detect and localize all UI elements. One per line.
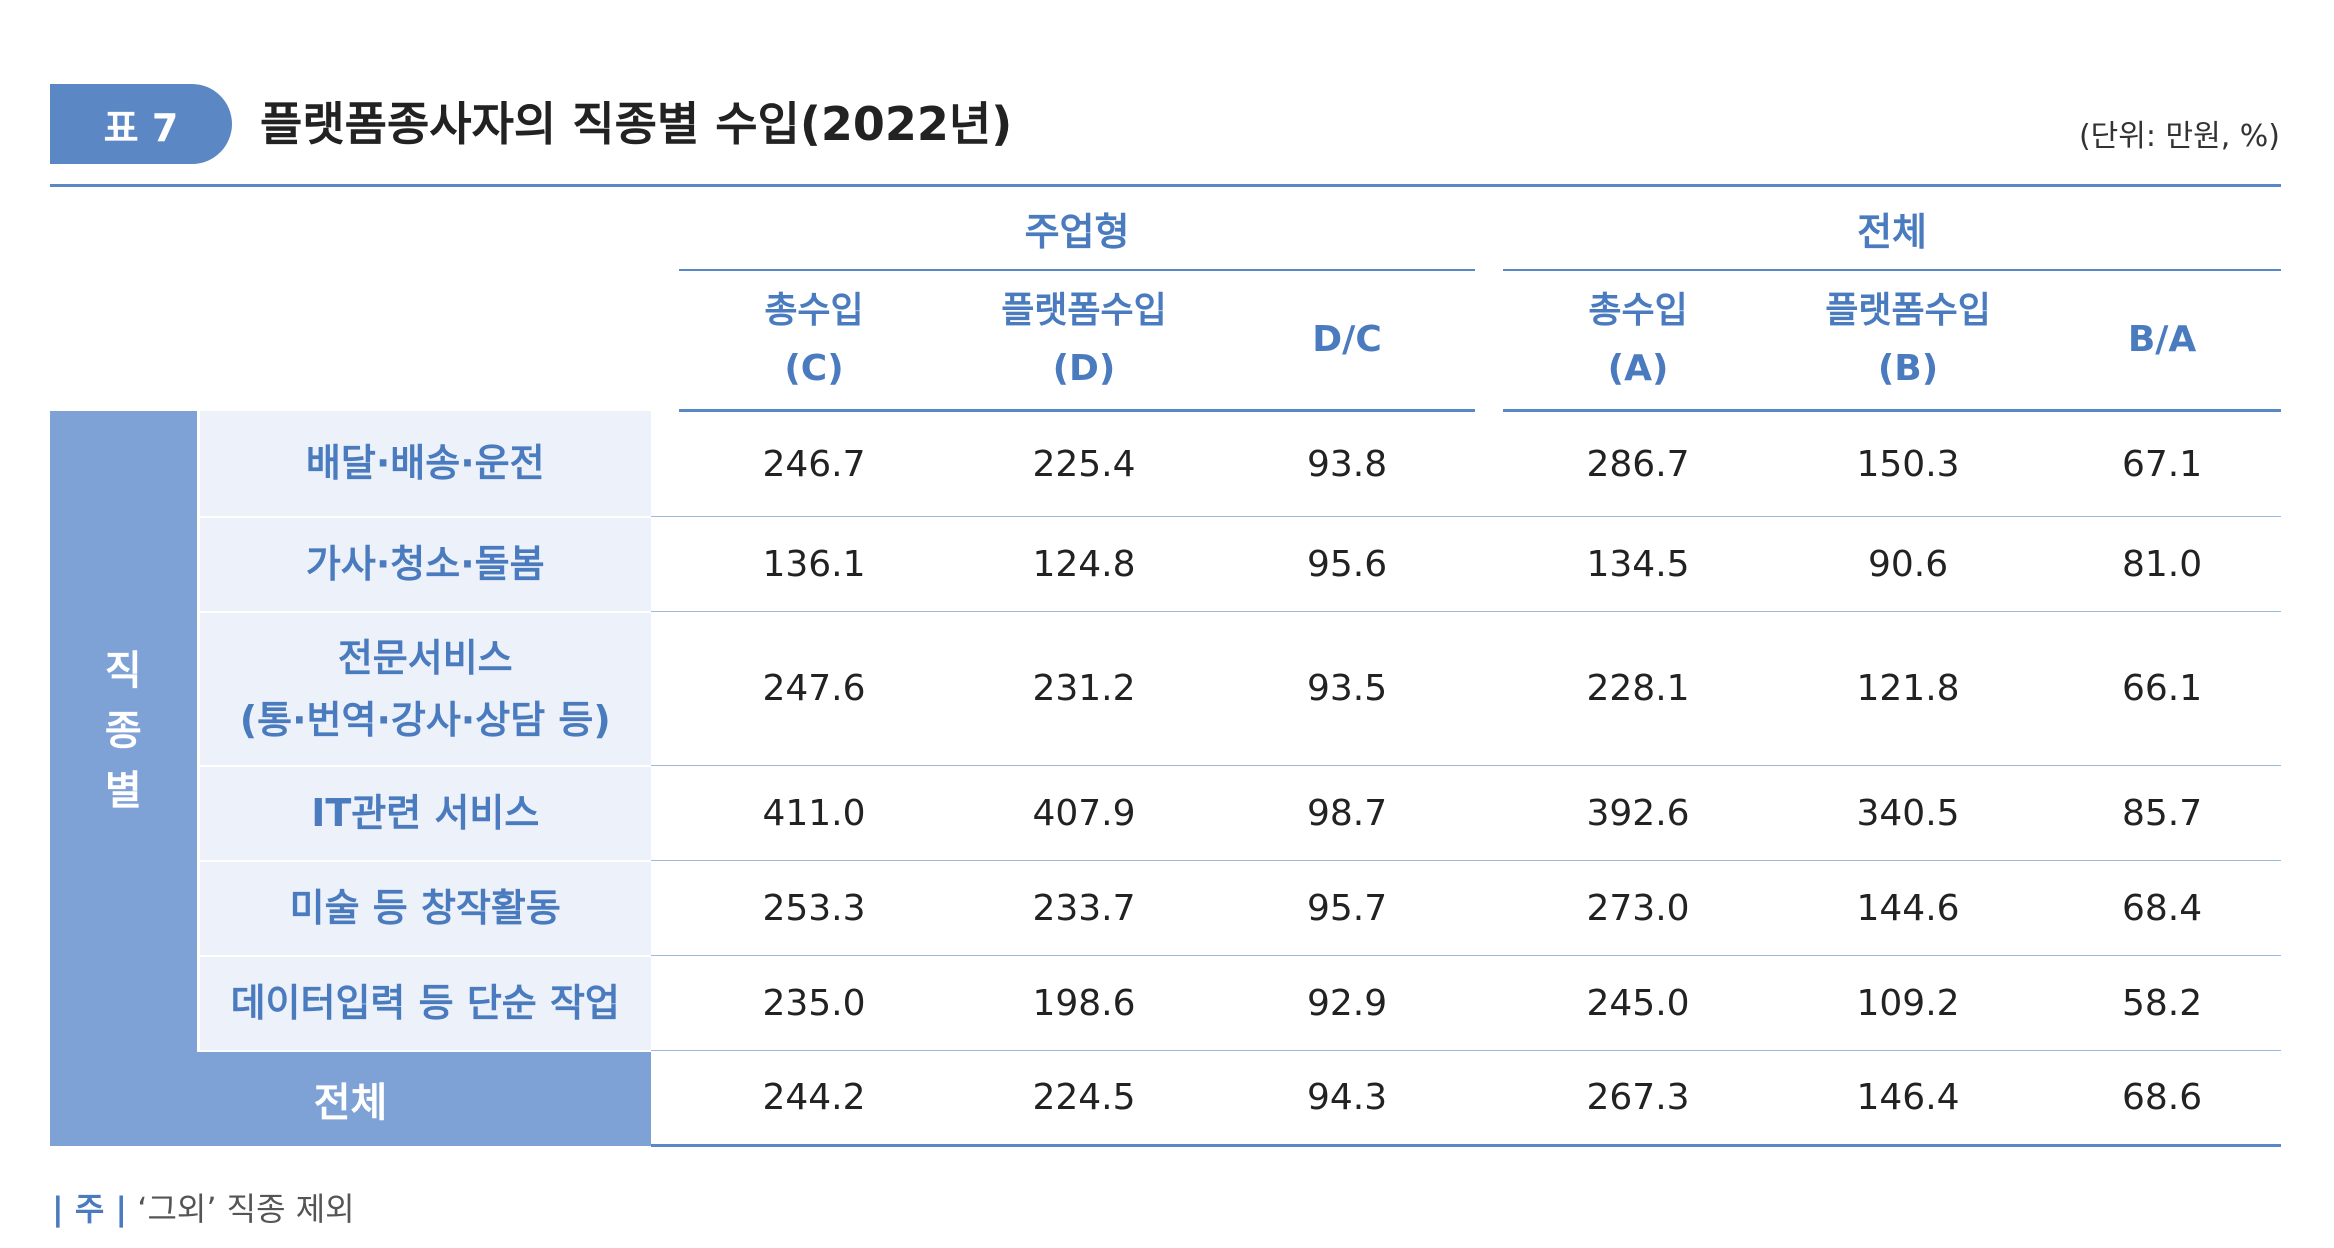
income-table: 주업형 전체 총수입 (C) 플랫폼수입 (D) D/C 총수입 (A) 플랫폼수입(… [50,184,2282,1147]
column-header: 총수입 (C) [679,270,949,412]
table-cell: 228.1 [1503,611,1774,766]
column-header: 플랫폼수입 (D) [949,270,1219,412]
table-cell: 407.9 [949,765,1219,861]
table-caption: 표 7 플랫폼종사자의 직종별 수입(2022년) (단위: 만원, %) [50,84,2280,164]
group-header-total: 전체 [1503,185,2282,271]
table-row: 데이터입력 등 단순 작업 235.0 198.6 92.9 245.0 109… [50,955,2282,1052]
table-row: 미술 등 창작활동 253.3 233.7 95.7 273.0 144.6 6… [50,860,2282,957]
column-header: 플랫폼수입 (B) [1773,270,2044,412]
column-header: D/C [1219,270,1476,412]
table-cell: 231.2 [949,611,1219,766]
table-cell: 92.9 [1219,955,1476,1051]
row-label: 데이터입력 등 단순 작업 [198,955,651,1052]
table-cell: 411.0 [679,765,949,861]
table-cell: 286.7 [1503,410,1774,517]
unit-label: (단위: 만원, %) [2078,119,2280,154]
table-cell: 93.5 [1219,611,1476,766]
table-cell: 233.7 [949,860,1219,956]
table-row: 전문서비스 (통·번역·강사·상담 등) 247.6 231.2 93.5 228… [50,611,2282,767]
table-cell: 85.7 [2043,765,2282,861]
table-cell: 67.1 [2043,410,2282,517]
table-cell: 134.5 [1503,516,1774,612]
total-row-label: 전체 [50,1050,651,1146]
row-label: 가사·청소·돌봄 [198,516,651,613]
row-label: 전문서비스 (통·번역·강사·상담 등) [198,611,651,767]
table-cell: 247.6 [679,611,949,766]
table-row: 가사·청소·돌봄 136.1 124.8 95.6 134.5 90.6 81.… [50,516,2282,613]
table-cell: 68.6 [2043,1050,2282,1147]
group-header-main-job: 주업형 [679,185,1476,271]
table-cell: 267.3 [1503,1050,1774,1147]
column-header: B/A [2043,270,2282,412]
table-title: 플랫폼종사자의 직종별 수입(2022년) [260,97,1013,151]
table-cell: 98.7 [1219,765,1476,861]
table-cell: 90.6 [1773,516,2044,612]
footnote-text: ‘그외’ 직종 제외 [137,1190,355,1228]
table-cell: 340.5 [1773,765,2044,861]
table-cell: 146.4 [1773,1050,2044,1147]
table-cell: 392.6 [1503,765,1774,861]
footnote-mark: | 주 | [52,1190,128,1228]
column-header: 총수입 (A) [1503,270,1774,412]
table-cell: 68.4 [2043,860,2282,956]
table-cell: 95.7 [1219,860,1476,956]
table-cell: 253.3 [679,860,949,956]
table-cell: 58.2 [2043,955,2282,1051]
table-cell: 136.1 [679,516,949,612]
table-row: IT관련 서비스 411.0 407.9 98.7 392.6 340.5 85… [50,765,2282,862]
table-cell: 246.7 [679,410,949,517]
table-cell: 109.2 [1773,955,2044,1051]
row-label: 미술 등 창작활동 [198,860,651,957]
table-cell: 81.0 [2043,516,2282,612]
table-cell: 124.8 [949,516,1219,612]
table-cell: 273.0 [1503,860,1774,956]
table-cell: 225.4 [949,410,1219,517]
total-row: 전체 244.2 224.5 94.3 267.3 146.4 68.6 [50,1050,2282,1147]
row-label: IT관련 서비스 [198,765,651,862]
table-cell: 144.6 [1773,860,2044,956]
table-cell: 245.0 [1503,955,1774,1051]
row-label: 배달·배송·운전 [198,410,651,518]
table-cell: 95.6 [1219,516,1476,612]
header-blank [50,186,651,411]
table-cell: 198.6 [949,955,1219,1051]
table-cell: 66.1 [2043,611,2282,766]
table-footnote: | 주 | ‘그외’ 직종 제외 [52,1184,355,1230]
table-number-badge: 표 7 [50,84,232,164]
table-cell: 94.3 [1219,1050,1476,1147]
table-cell: 121.8 [1773,611,2044,766]
table-cell: 150.3 [1773,410,2044,517]
table-cell: 224.5 [949,1050,1219,1147]
table-cell: 235.0 [679,955,949,1051]
table-cell: 93.8 [1219,410,1476,517]
table-cell: 244.2 [679,1050,949,1147]
